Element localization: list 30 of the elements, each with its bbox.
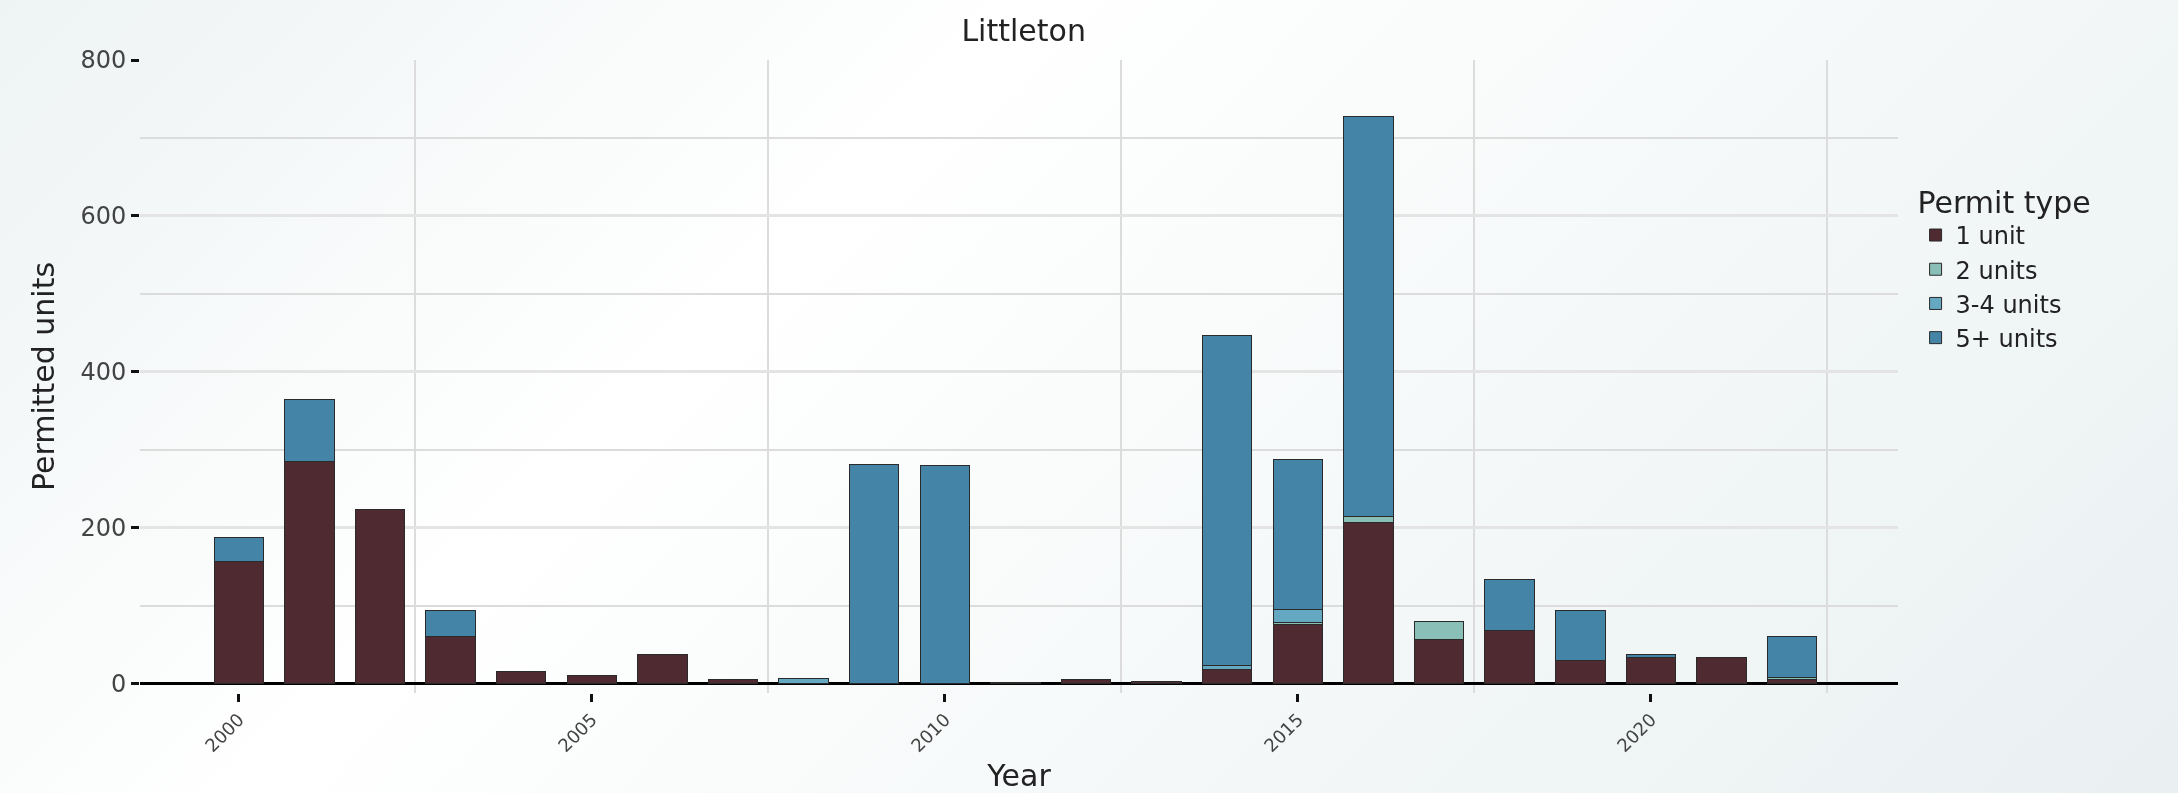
bar [1202, 669, 1253, 685]
y-tick-label: 800 [80, 46, 127, 75]
bar [1766, 635, 1818, 678]
legend-label: 5+ units [1955, 325, 2058, 353]
bar [707, 679, 759, 685]
bar [1625, 656, 1677, 685]
y-tick-label: 200 [80, 514, 127, 543]
bar [849, 464, 900, 685]
bar [637, 653, 688, 685]
bar [1202, 335, 1253, 667]
y-axis-title: Permitted units [26, 261, 62, 492]
legend-label: 3-4 units [1955, 290, 2062, 319]
legend-label: 1 unit [1955, 222, 2025, 251]
bar [778, 677, 829, 685]
y-tick-label: 400 [80, 358, 127, 387]
bar [919, 464, 971, 685]
bar [354, 509, 406, 685]
legend-title: Permit type [1917, 184, 2091, 220]
bar [1272, 623, 1324, 685]
bar [1060, 679, 1112, 685]
bar [566, 674, 618, 685]
y-tick-label: 600 [80, 202, 127, 231]
bar [496, 670, 547, 685]
y-tick-label: 0 [110, 670, 127, 699]
bar [1131, 680, 1182, 685]
bar [1696, 657, 1747, 685]
bar [1343, 521, 1394, 685]
chart-title: Littleton [961, 12, 1086, 48]
legend-label: 2 units [1955, 256, 2038, 285]
x-axis-title: Year [986, 758, 1052, 793]
